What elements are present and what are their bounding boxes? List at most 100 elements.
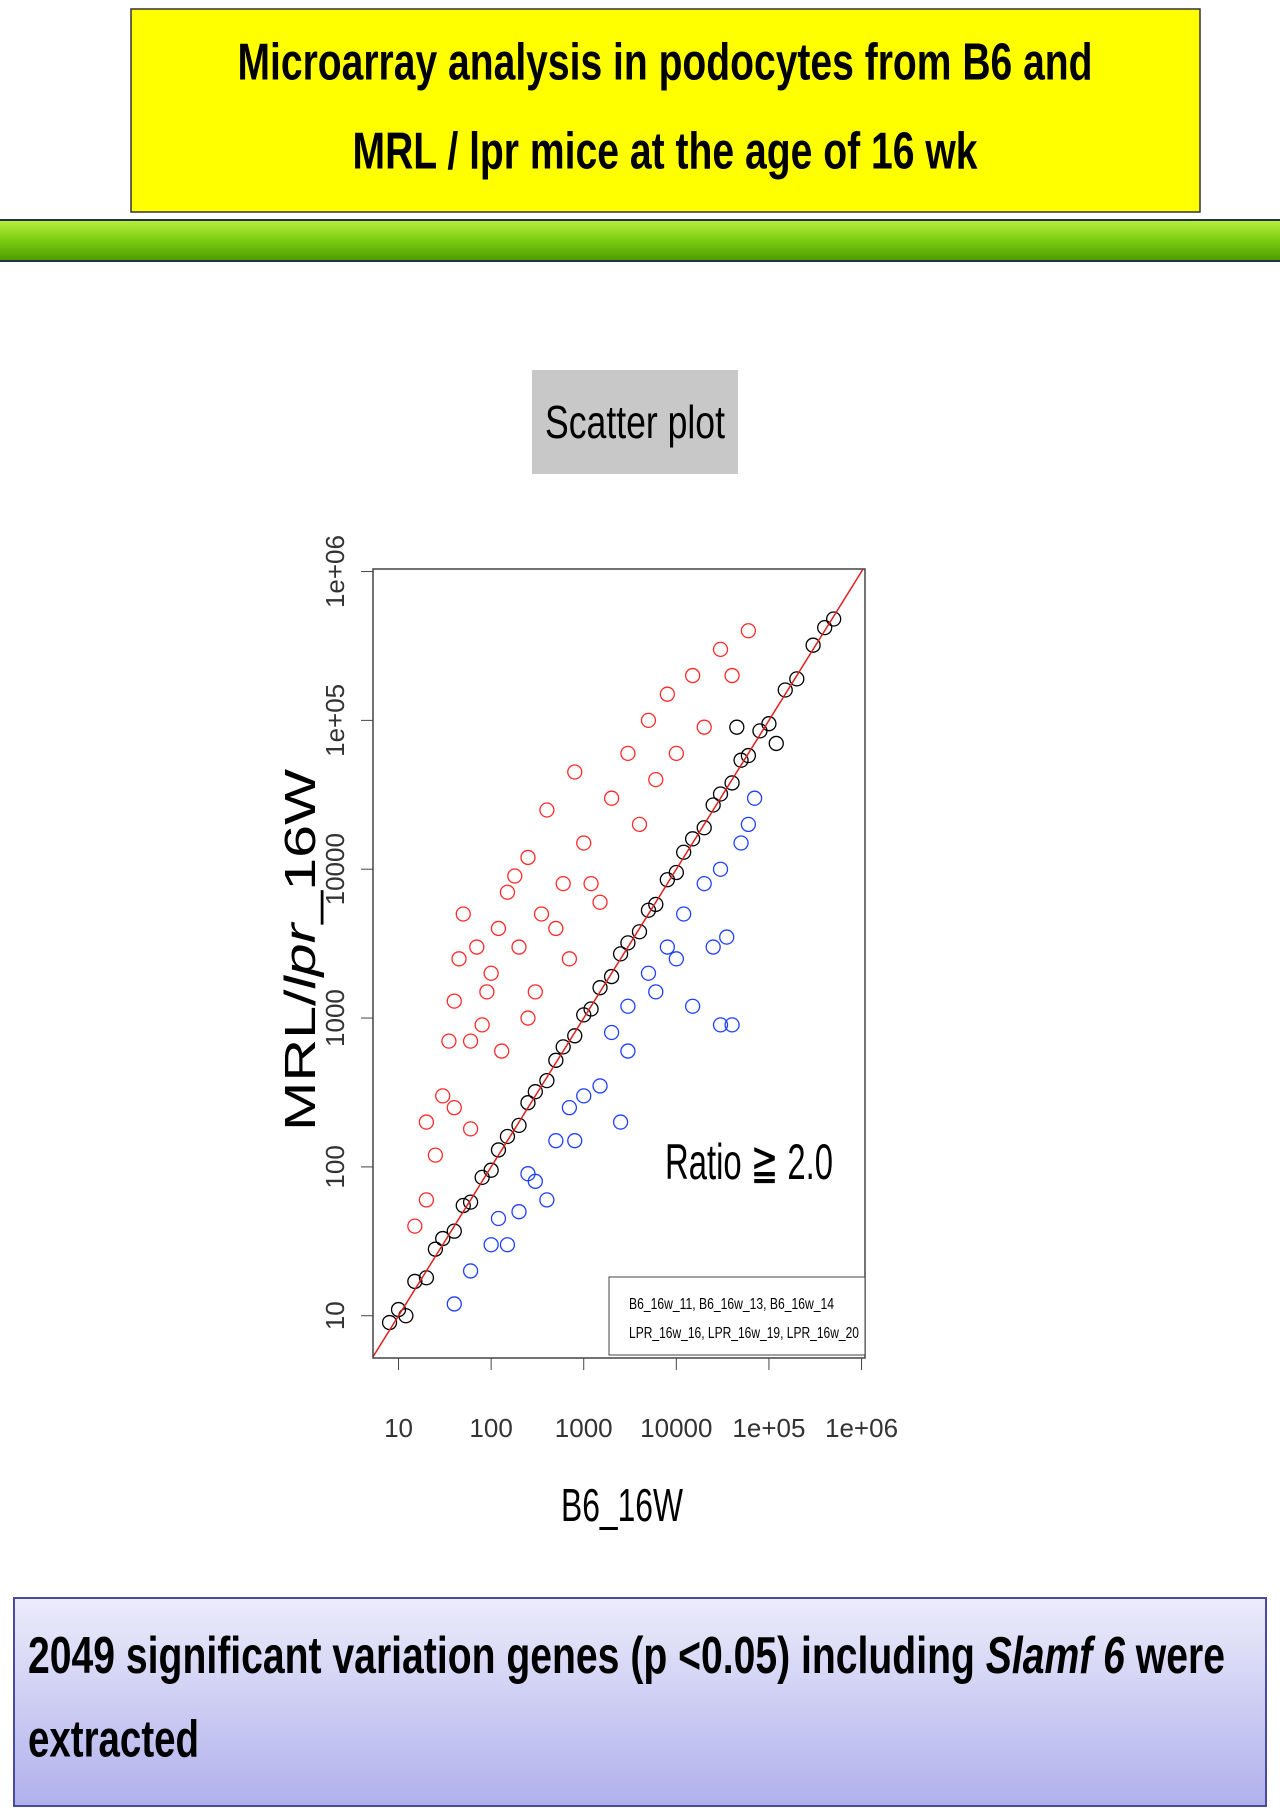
point [483, 1237, 499, 1253]
point [499, 1128, 516, 1145]
y-axis-title-part: _16W [276, 768, 325, 925]
point [648, 984, 664, 1000]
point [668, 745, 684, 762]
point [511, 939, 527, 955]
point [446, 1296, 462, 1312]
point [576, 835, 592, 851]
point [527, 1173, 543, 1189]
x-tick-label: 1e+06 [825, 1413, 898, 1443]
point [603, 1024, 620, 1041]
y-tick-label: 1000 [320, 989, 350, 1047]
point [712, 861, 729, 877]
point [567, 1133, 583, 1149]
point [817, 619, 833, 636]
point [724, 775, 740, 791]
point [479, 984, 495, 1000]
point [733, 752, 749, 768]
point [648, 771, 664, 788]
point [592, 894, 608, 910]
point [696, 719, 712, 735]
point [712, 641, 729, 658]
point [520, 1010, 536, 1026]
point [676, 906, 692, 922]
point [612, 946, 629, 962]
point [640, 712, 657, 729]
point [659, 939, 676, 955]
point [539, 1192, 555, 1208]
point [507, 868, 523, 884]
point [612, 1114, 629, 1130]
title-box [532, 370, 738, 474]
point [592, 1078, 608, 1094]
y-axis-title-part: lpr [276, 921, 325, 990]
x-axis-title: B6_16W [561, 1479, 683, 1531]
x-tick-label: 10 [384, 1413, 413, 1443]
point [696, 875, 712, 892]
point [548, 1052, 564, 1068]
point [520, 1166, 536, 1182]
point [418, 1192, 435, 1208]
point [474, 1017, 490, 1033]
point [631, 816, 648, 833]
x-tick-label: 1e+05 [732, 1413, 805, 1443]
point [789, 671, 805, 687]
y-tick-label: 10000 [320, 833, 350, 905]
point [520, 849, 536, 866]
footer-text: Slamf 6 [986, 1627, 1126, 1685]
point [620, 935, 636, 951]
point [499, 1237, 516, 1253]
point [427, 1147, 444, 1163]
annotation: Ratio ≧ 2.0 [665, 1134, 833, 1190]
header-line: MRL / lpr mice at the age of 16 wk [353, 123, 978, 181]
point [746, 790, 763, 806]
point [490, 1142, 507, 1158]
point [520, 1095, 536, 1111]
point [483, 965, 499, 981]
point [567, 764, 583, 780]
y-tick-label: 1e+05 [320, 684, 350, 757]
point [407, 1218, 423, 1234]
point [724, 1017, 740, 1033]
point [740, 816, 757, 833]
point [548, 920, 564, 937]
point [490, 920, 507, 937]
point [705, 939, 721, 955]
point [462, 1121, 479, 1137]
point [418, 1114, 435, 1130]
point [490, 1210, 507, 1227]
point [527, 1084, 543, 1100]
point [583, 1001, 599, 1017]
point [826, 611, 842, 627]
point [659, 686, 676, 702]
legend-box [608, 1276, 866, 1356]
point [603, 790, 620, 806]
point [561, 1100, 578, 1116]
y-tick-label: 1e+06 [320, 535, 350, 608]
point [511, 1117, 527, 1134]
point [740, 747, 757, 764]
point [668, 864, 684, 881]
point [768, 735, 784, 752]
point [494, 1043, 510, 1059]
point [668, 951, 684, 967]
point [499, 884, 516, 900]
point [539, 1072, 555, 1089]
point [548, 1133, 564, 1149]
point [527, 984, 543, 1000]
point [620, 1043, 636, 1059]
point [724, 667, 740, 684]
point [696, 820, 712, 836]
point [684, 831, 701, 847]
point [469, 939, 485, 955]
point [576, 1088, 592, 1104]
point [761, 716, 777, 732]
header-line: Microarray analysis in podocytes from B6… [238, 34, 1093, 92]
point [620, 745, 636, 762]
point [555, 1039, 571, 1055]
point [592, 980, 608, 996]
point [676, 844, 692, 860]
point [640, 965, 657, 981]
legend-text: B6_16w_11, B6_16w_13, B6_16w_14 [629, 1296, 834, 1313]
point [441, 1033, 457, 1049]
